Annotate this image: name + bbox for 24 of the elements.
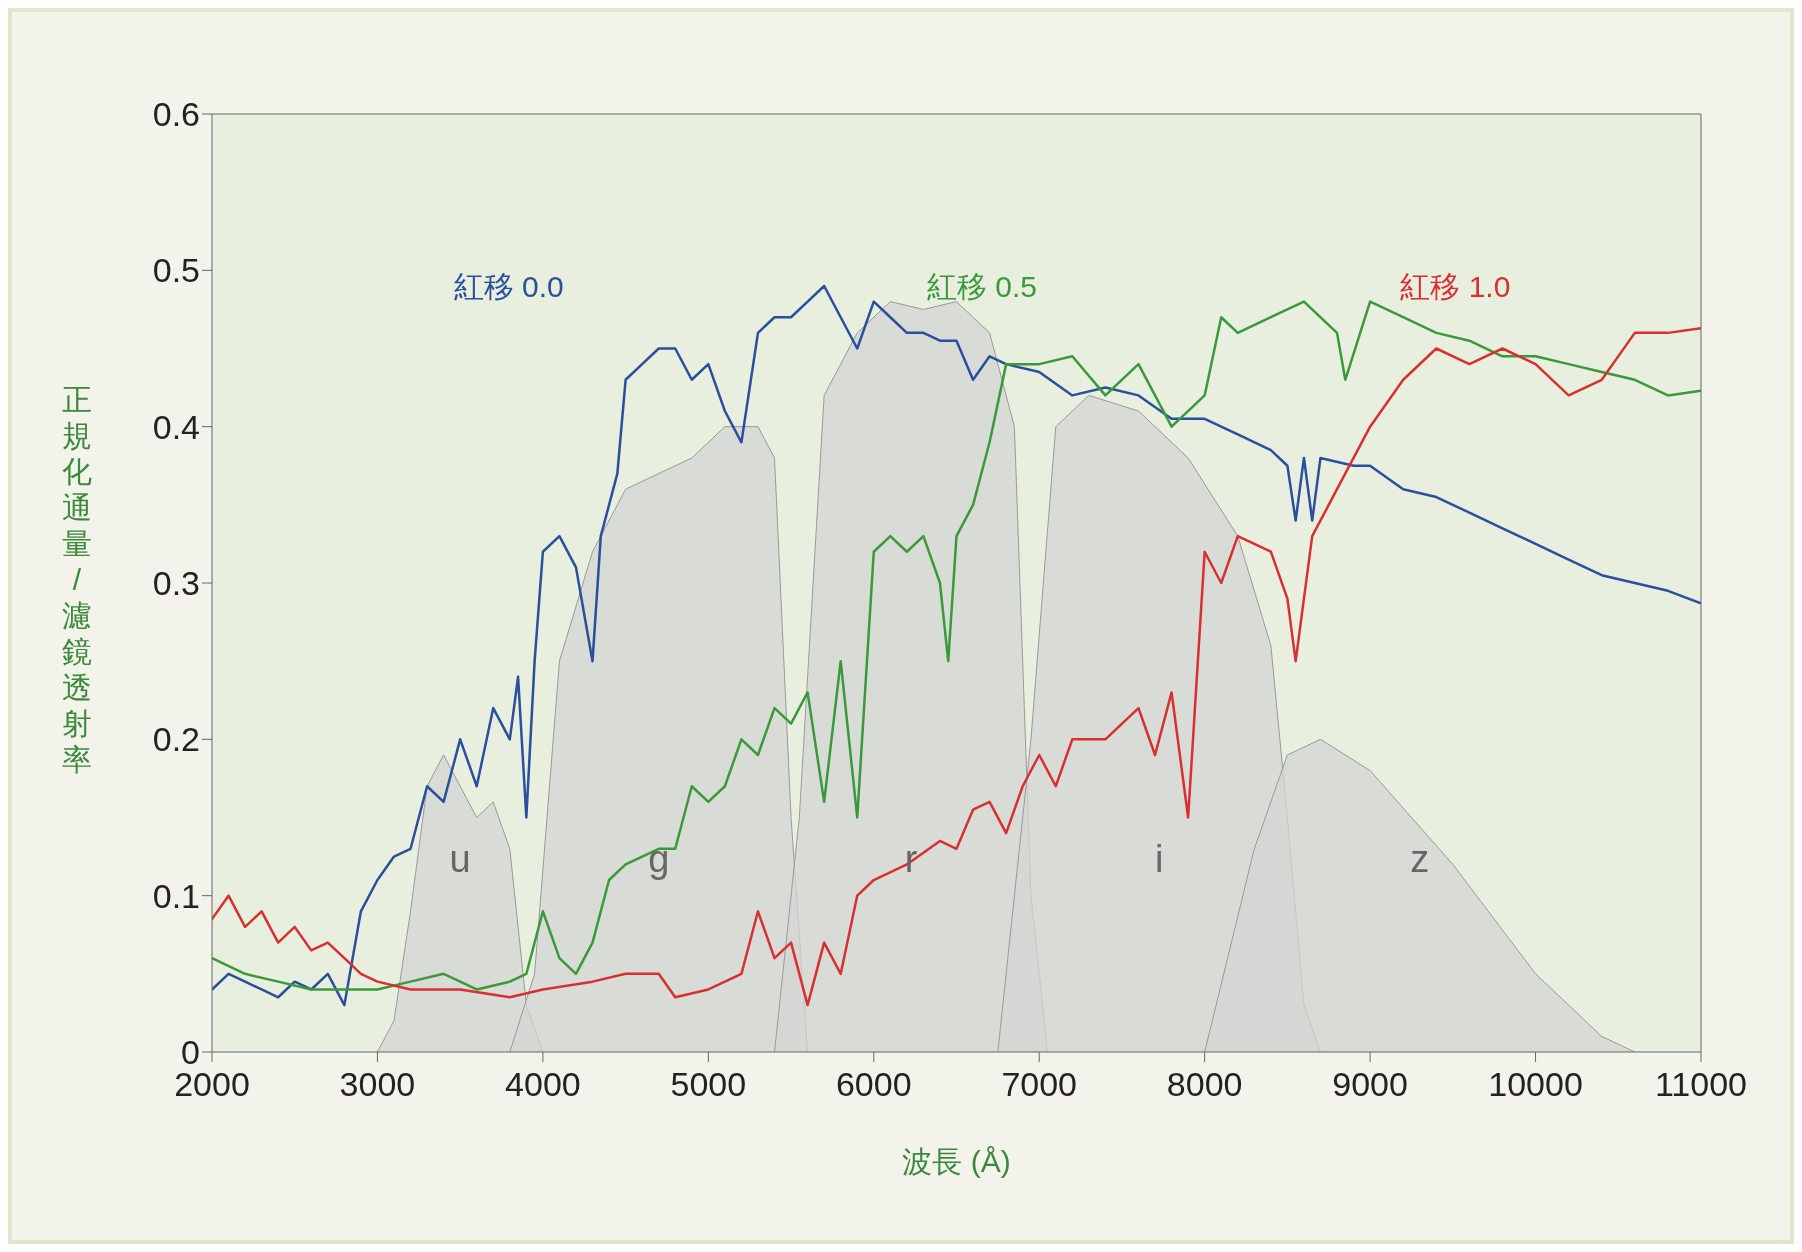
x-tick-label: 3000	[339, 1065, 416, 1104]
x-axis-title: 波長 (Å)	[902, 1145, 1011, 1178]
text: 紅移 0.5	[926, 269, 1038, 305]
x-tick-label: 6000	[835, 1065, 912, 1104]
y-tick-label: 0.3	[152, 564, 200, 603]
y-tick-label: 0.2	[152, 720, 200, 759]
y-tick-label: 0.6	[152, 95, 200, 134]
text: 正規化通量 / 濾鏡透射率	[62, 383, 92, 776]
annotation: u	[449, 838, 471, 880]
y-tick-label: 0.5	[152, 251, 200, 290]
series-label: 紅移 1.0	[1400, 269, 1511, 305]
annotation: i	[1154, 838, 1164, 880]
x-tick-label: 11000	[1654, 1065, 1748, 1104]
x-tick-label: 8000	[1166, 1065, 1243, 1104]
x-tick-label: 4000	[505, 1065, 581, 1104]
text: 紅移 0.0	[453, 269, 564, 305]
y-tick-label: 0.4	[152, 407, 200, 446]
y-tick-label: 0.1	[152, 876, 200, 915]
annotation: z	[1410, 838, 1430, 880]
annotation: g	[648, 838, 670, 880]
x-tick-label: 9000	[1332, 1065, 1408, 1104]
x-tick-label: 7000	[1001, 1065, 1078, 1104]
x-tick-label: 10000	[1488, 1065, 1583, 1104]
x-tick-label: 5000	[670, 1065, 747, 1104]
